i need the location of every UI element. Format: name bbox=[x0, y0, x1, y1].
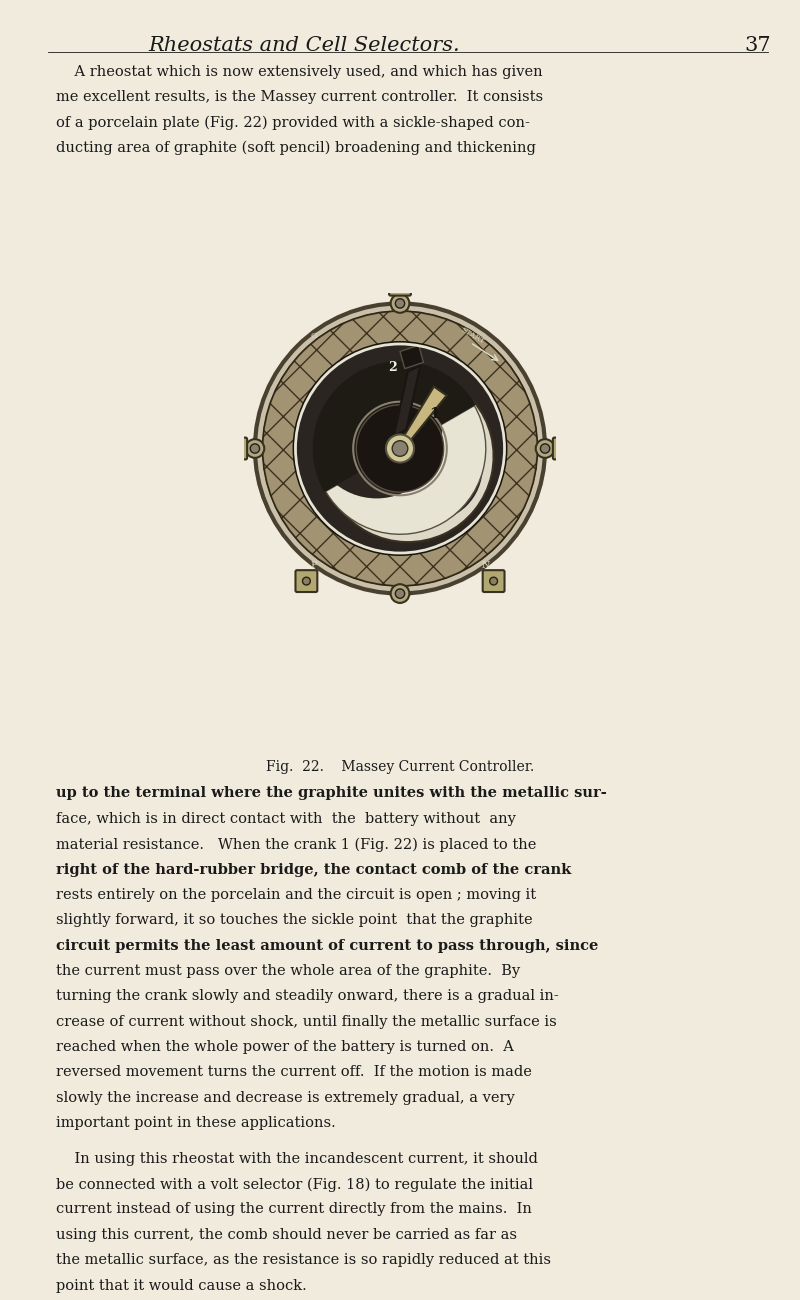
Text: material resistance.   When the crank 1 (Fig. 22) is placed to the: material resistance. When the crank 1 (F… bbox=[56, 837, 536, 852]
Text: slightly forward, it so touches the sickle point  that the graphite: slightly forward, it so touches the sick… bbox=[56, 913, 533, 927]
Text: slowly the increase and decrease is extremely gradual, a very: slowly the increase and decrease is extr… bbox=[56, 1091, 514, 1105]
Text: Rheostats and Cell Selectors.: Rheostats and Cell Selectors. bbox=[148, 36, 460, 56]
Text: important point in these applications.: important point in these applications. bbox=[56, 1115, 336, 1130]
Text: up to the terminal where the graphite unites with the metallic sur-: up to the terminal where the graphite un… bbox=[56, 786, 606, 801]
Text: using this current, the comb should never be carried as far as: using this current, the comb should neve… bbox=[56, 1227, 517, 1242]
Text: of a porcelain plate (Fig. 22) provided with a sickle-shaped con-: of a porcelain plate (Fig. 22) provided … bbox=[56, 116, 530, 130]
Text: me excellent results, is the Massey current controller.  It consists: me excellent results, is the Massey curr… bbox=[56, 90, 543, 104]
Text: right of the hard-rubber bridge, the contact comb of the crank: right of the hard-rubber bridge, the con… bbox=[56, 863, 571, 876]
Text: turning the crank slowly and steadily onward, there is a gradual in-: turning the crank slowly and steadily on… bbox=[56, 989, 558, 1004]
Text: A rheostat which is now extensively used, and which has given: A rheostat which is now extensively used… bbox=[56, 65, 542, 79]
Text: reached when the whole power of the battery is turned on.  A: reached when the whole power of the batt… bbox=[56, 1040, 514, 1054]
Text: be connected with a volt selector (Fig. 18) to regulate the initial: be connected with a volt selector (Fig. … bbox=[56, 1178, 533, 1192]
Text: the metallic surface, as the resistance is so rapidly reduced at this: the metallic surface, as the resistance … bbox=[56, 1253, 551, 1268]
Text: point that it would cause a shock.: point that it would cause a shock. bbox=[56, 1279, 306, 1292]
Text: current instead of using the current directly from the mains.  In: current instead of using the current dir… bbox=[56, 1202, 532, 1217]
Text: ducting area of graphite (soft pencil) broadening and thickening: ducting area of graphite (soft pencil) b… bbox=[56, 140, 536, 156]
Text: rests entirely on the porcelain and the circuit is open ; moving it: rests entirely on the porcelain and the … bbox=[56, 888, 536, 902]
Text: crease of current without shock, until finally the metallic surface is: crease of current without shock, until f… bbox=[56, 1014, 557, 1028]
Text: In using this rheostat with the incandescent current, it should: In using this rheostat with the incandes… bbox=[56, 1152, 538, 1166]
Text: the current must pass over the whole area of the graphite.  By: the current must pass over the whole are… bbox=[56, 965, 520, 978]
Text: 37: 37 bbox=[744, 36, 770, 56]
Text: face, which is in direct contact with  the  battery without  any: face, which is in direct contact with th… bbox=[56, 811, 516, 826]
Text: Fig.  22.    Massey Current Controller.: Fig. 22. Massey Current Controller. bbox=[266, 760, 534, 775]
Text: reversed movement turns the current off.  If the motion is made: reversed movement turns the current off.… bbox=[56, 1066, 532, 1079]
Text: circuit permits the least amount of current to pass through, since: circuit permits the least amount of curr… bbox=[56, 939, 598, 953]
